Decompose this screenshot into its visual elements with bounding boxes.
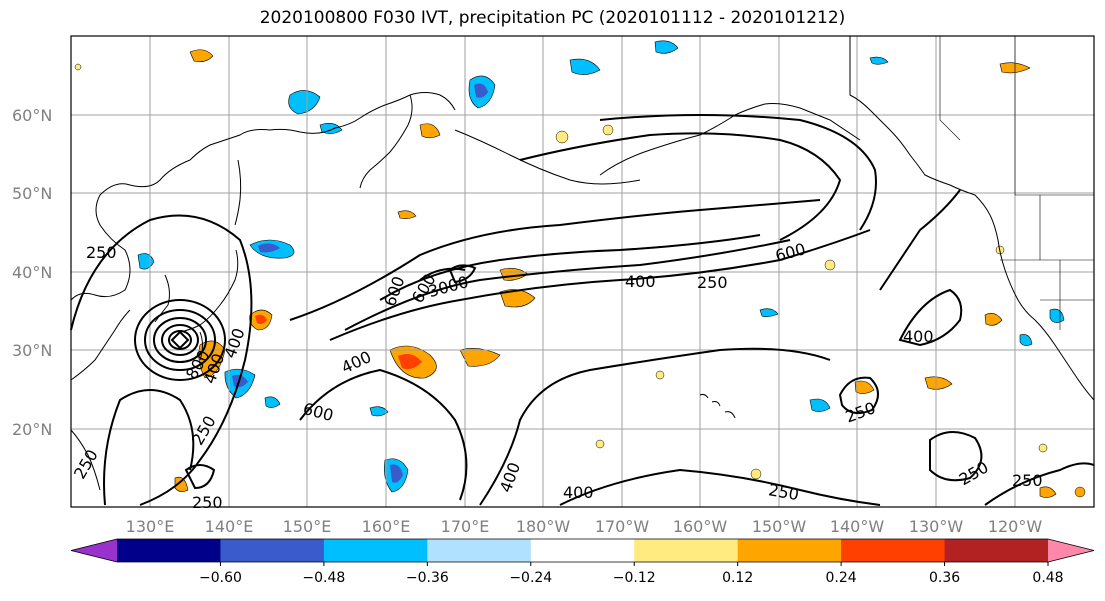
colorbar: −0.60 −0.48 −0.36 −0.24 −0.12 0.12 0.24 0.36 0.4… <box>70 538 1095 586</box>
colorbar-tick-label: −0.12 <box>613 570 656 586</box>
lon-labels: 130°E 140°E 150°E 160°E 170°E 180°W 170°… <box>126 517 1043 536</box>
lon-label: 130°W <box>909 517 964 536</box>
contour-label: 250 <box>86 243 117 262</box>
precip-shading <box>74 40 1086 498</box>
colorbar-extend-high <box>1048 539 1094 562</box>
colorbar-segment <box>737 539 842 562</box>
lon-label: 160°W <box>673 517 728 536</box>
contour-label: 250 <box>192 493 223 512</box>
colorbar-segment <box>634 539 739 562</box>
colorbar-segment <box>117 539 221 562</box>
colorbar-tick-label: 0.48 <box>1032 570 1063 586</box>
colorbar-tick-label: −0.48 <box>302 570 345 586</box>
ivt-contours <box>70 114 1095 506</box>
colorbar-tick-label: 0.24 <box>826 570 857 586</box>
lat-label: 30°N <box>12 341 52 360</box>
map-frame <box>70 35 1095 508</box>
lon-label: 170°W <box>595 517 650 536</box>
colorbar-tick-label: 0.36 <box>929 570 960 586</box>
lon-label: 150°E <box>283 517 332 536</box>
colorbar-tick-label: 0.12 <box>722 570 753 586</box>
coastlines <box>70 36 1095 491</box>
contour-label: 400 <box>563 483 594 502</box>
lon-label: 120°W <box>988 517 1043 536</box>
colorbar-extend-low <box>71 539 117 562</box>
colorbar-segment <box>530 539 635 562</box>
lat-label: 50°N <box>12 184 52 203</box>
lat-label: 20°N <box>12 420 52 439</box>
colorbar-outline <box>70 538 1095 563</box>
lon-label: 130°E <box>126 517 175 536</box>
lat-label: 40°N <box>12 263 52 282</box>
graticule <box>71 36 1094 507</box>
colorbar-tick-label: −0.24 <box>509 570 552 586</box>
contour-label: 250 <box>697 273 728 292</box>
admin-borders <box>939 36 1094 330</box>
colorbar-segment <box>323 539 428 562</box>
lat-labels: 60°N 50°N 40°N 30°N 20°N <box>12 106 52 439</box>
lon-label: 140°E <box>205 517 254 536</box>
lon-label: 180°W <box>516 517 571 536</box>
contour-label: 400 <box>903 327 934 346</box>
lat-label: 60°N <box>12 106 52 125</box>
colorbar-segment <box>841 539 946 562</box>
colorbar-tick-label: −0.60 <box>199 570 242 586</box>
map-title: 2020100800 F030 IVT, precipitation PC (2… <box>259 8 846 28</box>
lon-label: 140°W <box>830 517 885 536</box>
colorbar-tick-label: −0.36 <box>406 570 449 586</box>
contour-label: 400 <box>625 272 656 291</box>
lon-label: 170°E <box>441 517 490 536</box>
colorbar-segment <box>220 539 325 562</box>
lon-label: 150°W <box>752 517 807 536</box>
colorbar-segment <box>427 539 532 562</box>
lon-label: 160°E <box>362 517 411 536</box>
colorbar-segment <box>944 539 1049 562</box>
contour-label: 250 <box>1012 471 1043 490</box>
